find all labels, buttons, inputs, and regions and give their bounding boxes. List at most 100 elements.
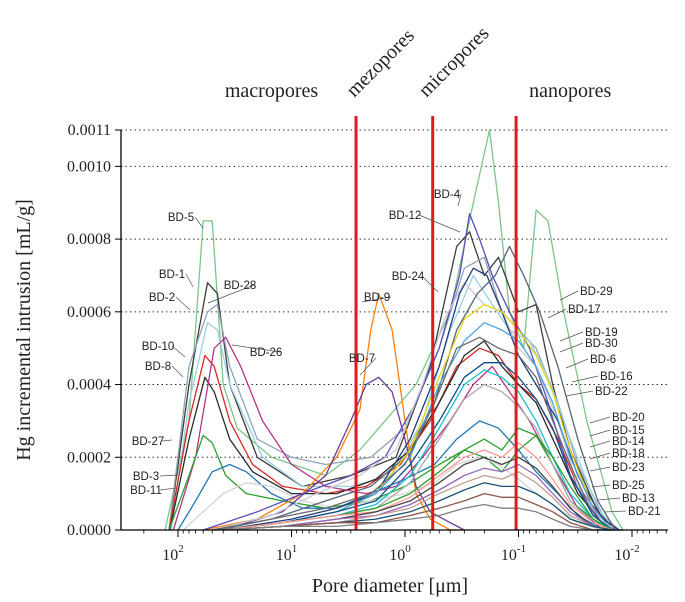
series-label-leader-29 (603, 510, 627, 513)
series-labels: BD-5 BD-1 BD-28 BD-2 BD-10 BD-8 BD-26 BD-27 BD-3… (130, 189, 660, 518)
region-boundaries (354, 116, 518, 530)
series-bd-13 (223, 492, 612, 531)
series-bd-10 (168, 347, 620, 531)
series-label-leader-25 (589, 452, 611, 460)
series-label-bd-9: BD-9 (364, 292, 390, 304)
series-label-bd-7: BD-7 (349, 353, 375, 365)
series-label-leader-18 (559, 342, 584, 353)
region-label-1: mezopores (342, 25, 419, 102)
series-bd-6 (223, 362, 613, 531)
series-label-bd-1: BD-1 (159, 269, 185, 281)
series-label-bd-8: BD-8 (145, 361, 171, 373)
series-label-leader-19 (565, 358, 589, 369)
series-bd-29 (212, 245, 616, 531)
x-tick-label-4: 10-2 (614, 543, 639, 564)
series-label-bd-15: BD-15 (612, 425, 645, 437)
series-label-bd-27: BD-27 (132, 436, 165, 448)
series-label-leader-7 (161, 439, 173, 442)
y-tick-labels: 0.0000 0.0002 0.0004 0.0006 0.0008 0.0010 0.00… (67, 122, 121, 539)
series-label-bd-14: BD-14 (612, 436, 645, 448)
x-tick-labels: 102 101 100 10-1 10-2 (143, 530, 667, 564)
x-tick-label-0: 102 (162, 543, 184, 564)
x-tick-label-3: 10-1 (501, 543, 526, 564)
series-label-leader-23 (589, 429, 611, 437)
series-bd-12 (202, 212, 616, 531)
series-bd-19 (223, 322, 613, 531)
series-label-leader-0 (194, 216, 204, 229)
series-label-bd-4: BD-4 (434, 189, 461, 201)
series-label-bd-24: BD-24 (392, 271, 425, 283)
series-label-leader-28 (597, 497, 621, 501)
series-label-leader-20 (571, 375, 599, 383)
series-label-bd-17: BD-17 (568, 304, 601, 316)
series-label-bd-16: BD-16 (600, 371, 633, 383)
series-bd-21 (223, 503, 612, 531)
series-bd-20 (223, 427, 613, 531)
series-label-leader-13 (418, 214, 461, 233)
x-tick-label-1: 101 (276, 543, 298, 564)
series-label-leader-16 (547, 308, 567, 319)
series-label-bd-11: BD-11 (130, 485, 162, 497)
series-label-bd-21: BD-21 (628, 506, 661, 518)
series-label-leader-22 (589, 416, 611, 424)
series-label-leader-1 (185, 273, 194, 288)
series-lines (164, 129, 624, 531)
series-label-bd-3: BD-3 (133, 471, 159, 483)
series-label-leader-8 (159, 474, 179, 477)
series-label-leader-26 (589, 466, 611, 472)
series-label-leader-21 (565, 390, 594, 397)
series-label-leader-27 (591, 484, 611, 488)
series-label-leader-6 (231, 344, 281, 353)
series-label-bd-30: BD-30 (585, 338, 618, 350)
series-bd-8 (169, 340, 620, 531)
y-tick-label-1: 0.0002 (67, 449, 111, 466)
series-label-bd-2: BD-2 (149, 292, 175, 304)
series-label-leader-12 (457, 193, 462, 207)
series-bd-15 (223, 442, 613, 531)
region-label-2: micropores (414, 22, 493, 101)
series-bd-4 (223, 267, 620, 531)
series-bd-25 (223, 482, 613, 531)
x-tick-label-2: 100 (389, 543, 411, 564)
series-label-leader-17 (559, 331, 584, 342)
series-label-bd-22: BD-22 (595, 386, 628, 398)
series-bd-1 (168, 231, 616, 531)
series-label-bd-18: BD-18 (612, 448, 645, 460)
series-label-bd-12: BD-12 (389, 210, 422, 222)
series-label-bd-23: BD-23 (612, 462, 645, 474)
series-bd-2 (170, 274, 616, 531)
series-bd-14 (223, 456, 613, 531)
series-label-leader-2 (207, 284, 255, 304)
series-bd-3 (177, 420, 623, 531)
series-label-bd-20: BD-20 (612, 412, 645, 424)
series-bd-24 (212, 282, 620, 531)
series-label-bd-13: BD-13 (622, 493, 655, 505)
series-label-bd-5: BD-5 (168, 212, 194, 224)
series-label-leader-5 (171, 365, 184, 378)
series-label-bd-29: BD-29 (580, 286, 613, 298)
series-label-leader-3 (175, 296, 191, 311)
series-label-leader-11 (359, 357, 377, 376)
series-label-bd-28: BD-28 (224, 280, 257, 292)
series-bd-16 (223, 369, 613, 531)
series-label-leader-4 (171, 345, 186, 358)
y-tick-label-2: 0.0004 (67, 377, 111, 394)
series-label-bd-26: BD-26 (250, 347, 283, 359)
y-tick-label-6: 0.0011 (68, 122, 111, 139)
series-label-bd-25: BD-25 (612, 480, 645, 492)
y-tick-label-0: 0.0000 (67, 522, 111, 539)
series-bd-30 (217, 336, 613, 531)
series-label-bd-6: BD-6 (590, 354, 616, 366)
series-label-leader-9 (159, 487, 177, 491)
x-axis-title: Pore diameter [μm] (312, 575, 468, 597)
region-label-0: macropores (225, 80, 319, 102)
series-label-bd-19: BD-19 (585, 327, 618, 339)
region-label-3: nanopores (529, 80, 611, 102)
series-label-leader-15 (559, 290, 579, 301)
y-tick-label-3: 0.0006 (67, 304, 111, 321)
series-label-bd-10: BD-10 (142, 341, 175, 353)
y-tick-label-4: 0.0008 (67, 231, 111, 248)
series-label-leader-10 (361, 296, 392, 303)
